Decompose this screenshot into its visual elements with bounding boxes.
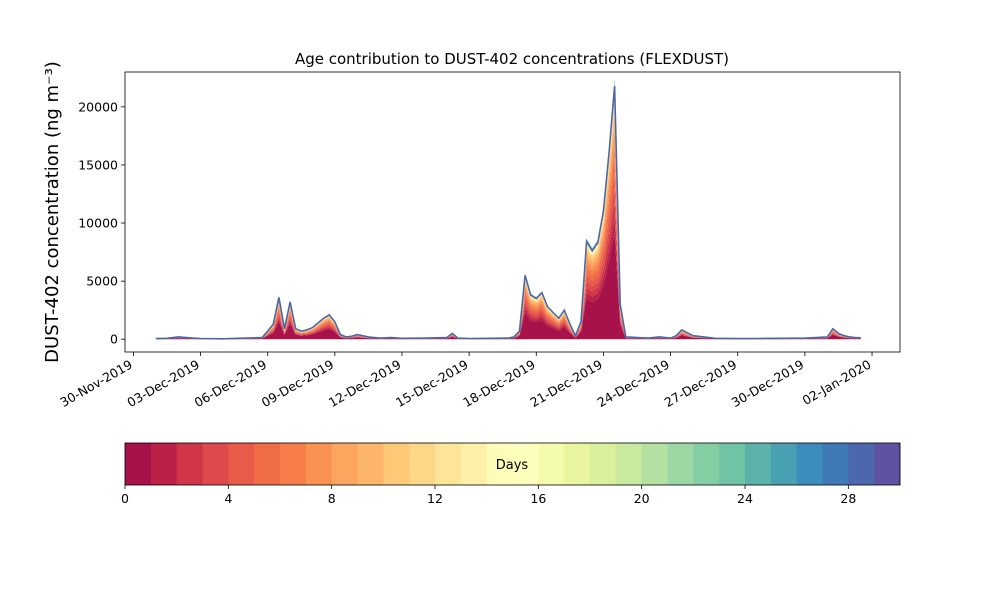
age-area-0-1 bbox=[155, 232, 861, 340]
x-tick-label: 03-Dec-2019 bbox=[124, 357, 202, 410]
colorbar-tick-label: 16 bbox=[530, 491, 546, 506]
chart-title: Age contribution to DUST-402 concentrati… bbox=[295, 50, 729, 68]
colorbar-tick-label: 20 bbox=[634, 491, 650, 506]
colorbar-label: Days bbox=[496, 458, 529, 473]
colorbar-segment bbox=[331, 443, 358, 485]
age-area-10-11 bbox=[155, 106, 861, 339]
colorbar-tick-label: 0 bbox=[121, 491, 129, 506]
age-area-20-21 bbox=[155, 84, 861, 339]
age-area-24-25 bbox=[155, 81, 861, 339]
colorbar-segment bbox=[202, 443, 229, 485]
y-tick-label: 0 bbox=[110, 332, 118, 347]
colorbar-segment bbox=[280, 443, 307, 485]
y-axis-label: DUST-402 concentration (ng m⁻³) bbox=[42, 61, 63, 363]
age-area-11-12 bbox=[155, 101, 861, 339]
colorbar-tick-label: 28 bbox=[840, 491, 856, 506]
age-area-22-23 bbox=[155, 82, 861, 339]
age-area-14-15 bbox=[155, 91, 861, 339]
colorbar-segment bbox=[228, 443, 255, 485]
colorbar-segment bbox=[564, 443, 591, 485]
age-area-16-17 bbox=[155, 88, 861, 339]
age-area-12-13 bbox=[155, 96, 861, 339]
colorbar-segment bbox=[486, 443, 513, 485]
colorbar-frame bbox=[124, 442, 901, 486]
x-tick-label: 27-Dec-2019 bbox=[662, 357, 740, 410]
colorbar-segment bbox=[176, 443, 203, 485]
age-area-19-20 bbox=[155, 85, 861, 339]
plot-area bbox=[124, 71, 901, 353]
colorbar-segment bbox=[719, 443, 746, 485]
age-area-6-7 bbox=[155, 144, 861, 339]
colorbar-segment bbox=[615, 443, 643, 485]
colorbar-segment bbox=[254, 443, 281, 485]
y-tick-label: 5000 bbox=[86, 274, 118, 289]
colorbar-segment bbox=[357, 443, 384, 485]
colorbar-segment bbox=[125, 443, 152, 485]
x-tick-label: 09-Dec-2019 bbox=[259, 357, 337, 410]
colorbar: 0 4 8 12 16 20 24 28 bbox=[121, 442, 901, 506]
age-area-23-24 bbox=[155, 81, 861, 339]
colorbar-segment bbox=[590, 443, 617, 485]
age-area-27-28 bbox=[155, 79, 861, 339]
colorbar-tick-label: 24 bbox=[737, 491, 753, 506]
x-tick-label: 06-Dec-2019 bbox=[192, 357, 270, 410]
age-area-25-26 bbox=[155, 80, 861, 339]
age-area-21-22 bbox=[155, 83, 861, 339]
age-area-17-18 bbox=[155, 87, 861, 339]
total-concentration-line bbox=[155, 85, 861, 340]
age-area-9-10 bbox=[155, 113, 861, 339]
colorbar-segment bbox=[435, 443, 462, 485]
age-area-18-19 bbox=[155, 86, 861, 339]
x-tick-label: 18-Dec-2019 bbox=[460, 357, 538, 410]
colorbar-segment bbox=[150, 443, 178, 485]
colorbar-segment bbox=[745, 443, 772, 485]
colorbar-segment bbox=[848, 443, 875, 485]
colorbar-segment bbox=[538, 443, 565, 485]
x-tick-label: 12-Dec-2019 bbox=[326, 357, 404, 410]
x-tick-label: 30-Nov-2019 bbox=[57, 357, 135, 410]
colorbar-segment bbox=[874, 443, 901, 485]
x-tick-label: 02-Jan-2020 bbox=[800, 357, 874, 408]
x-tick-label: 21-Dec-2019 bbox=[527, 357, 605, 410]
colorbar-segment bbox=[409, 443, 436, 485]
age-area-28-29 bbox=[155, 79, 861, 339]
age-area-15-16 bbox=[155, 89, 861, 339]
plot-frame bbox=[124, 71, 901, 353]
colorbar-tick-label: 4 bbox=[224, 491, 232, 506]
age-area-7-8 bbox=[155, 131, 861, 339]
colorbar-segment bbox=[383, 443, 410, 485]
x-tick-label: 24-Dec-2019 bbox=[594, 357, 672, 410]
y-axis: 0 5000 10000 15000 20000 bbox=[78, 99, 125, 347]
age-area-4-5 bbox=[155, 172, 861, 339]
colorbar-tick-label: 8 bbox=[328, 491, 336, 506]
colorbar-segment bbox=[693, 443, 720, 485]
colorbar-segment bbox=[460, 443, 488, 485]
colorbar-segment bbox=[667, 443, 694, 485]
x-tick-label: 15-Dec-2019 bbox=[393, 357, 471, 410]
y-tick-label: 10000 bbox=[78, 216, 118, 231]
colorbar-segment bbox=[512, 443, 539, 485]
x-axis: 30-Nov-201903-Dec-201906-Dec-201909-Dec-… bbox=[57, 352, 874, 410]
age-area-8-9 bbox=[155, 121, 861, 339]
colorbar-segment bbox=[641, 443, 668, 485]
age-area-29-30 bbox=[155, 78, 861, 339]
age-area-3-4 bbox=[155, 187, 861, 339]
colorbar-tick-label: 12 bbox=[427, 491, 443, 506]
age-area-5-6 bbox=[155, 156, 861, 339]
colorbar-segment bbox=[796, 443, 823, 485]
colorbar-segment bbox=[305, 443, 333, 485]
y-tick-label: 20000 bbox=[78, 99, 118, 114]
age-area-13-14 bbox=[155, 93, 861, 339]
age-area-26-27 bbox=[155, 80, 861, 339]
colorbar-segment bbox=[770, 443, 798, 485]
y-tick-label: 15000 bbox=[78, 157, 118, 172]
age-area-2-3 bbox=[155, 202, 861, 339]
age-area-1-2 bbox=[155, 217, 861, 339]
x-tick-label: 30-Dec-2019 bbox=[729, 357, 807, 410]
colorbar-segment bbox=[822, 443, 849, 485]
